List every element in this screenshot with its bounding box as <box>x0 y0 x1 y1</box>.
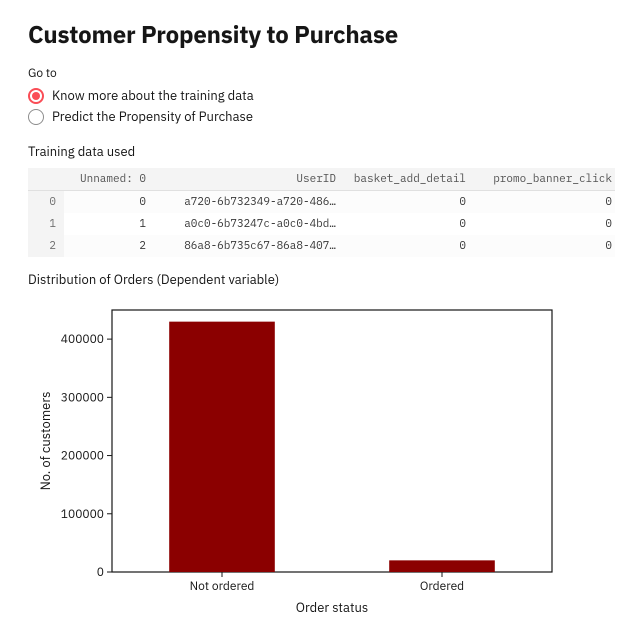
ytick-label: 100000 <box>61 507 104 522</box>
ytick-label: 200000 <box>61 449 104 464</box>
radio-circle-icon <box>28 109 44 125</box>
page-title: Customer Propensity to Purchase <box>28 18 615 50</box>
x-axis-label: Order status <box>296 599 368 616</box>
ytick-label: 0 <box>97 565 104 580</box>
xtick-label: Not ordered <box>190 579 255 594</box>
table-cell: 1 <box>64 213 154 235</box>
y-axis-label: No. of customers <box>37 392 54 491</box>
table-row: 2286a8-6b735c67-86a8-407…00 <box>28 235 615 257</box>
table-cell: 0 <box>344 191 474 214</box>
radio-option-label: Know more about the training data <box>52 87 254 104</box>
training-data-table-wrap: Unnamed: 0UserIDbasket_add_detailpromo_b… <box>28 168 615 257</box>
table-header: UserID <box>154 168 344 191</box>
table-header: Unnamed: 0 <box>64 168 154 191</box>
table-cell: a0c0-6b73247c-a0c0-4bd… <box>154 213 344 235</box>
table-cell: 0 <box>344 213 474 235</box>
ytick-label: 300000 <box>61 390 104 405</box>
orders-distribution-chart: 0 100000 200000 300000 400000 Not ordered Orde… <box>32 298 572 618</box>
bar-chart-svg: 0 100000 200000 300000 400000 Not ordered Orde… <box>32 298 572 618</box>
table-cell: 0 <box>344 235 474 257</box>
table-row-index: 1 <box>28 213 64 235</box>
radio-circle-icon <box>28 88 44 104</box>
table-cell: 0 <box>474 235 615 257</box>
table-row-index: 0 <box>28 191 64 214</box>
radio-option-1[interactable]: Predict the Propensity of Purchase <box>28 106 615 127</box>
radio-option-0[interactable]: Know more about the training data <box>28 85 615 106</box>
table-cell: 2 <box>64 235 154 257</box>
table-row: 11a0c0-6b73247c-a0c0-4bd…00 <box>28 213 615 235</box>
ytick-label: 400000 <box>61 332 104 347</box>
table-cell: 86a8-6b735c67-86a8-407… <box>154 235 344 257</box>
xtick-label: Ordered <box>420 579 464 594</box>
radio-option-label: Predict the Propensity of Purchase <box>52 108 253 125</box>
table-corner <box>28 168 64 191</box>
table-header: promo_banner_click <box>474 168 615 191</box>
table-cell: 0 <box>64 191 154 214</box>
bar <box>169 322 275 572</box>
training-data-heading: Training data used <box>28 143 615 160</box>
goto-label: Go to <box>28 66 615 81</box>
training-data-table: Unnamed: 0UserIDbasket_add_detailpromo_b… <box>28 168 615 257</box>
chart-heading: Distribution of Orders (Dependent variab… <box>28 271 615 288</box>
table-cell: 0 <box>474 213 615 235</box>
table-cell: a720-6b732349-a720-486… <box>154 191 344 214</box>
table-row-index: 2 <box>28 235 64 257</box>
table-header: basket_add_detail <box>344 168 474 191</box>
table-cell: 0 <box>474 191 615 214</box>
bar <box>389 560 495 572</box>
table-row: 00a720-6b732349-a720-486…00 <box>28 191 615 214</box>
radio-group: Know more about the training data Predict… <box>28 85 615 127</box>
